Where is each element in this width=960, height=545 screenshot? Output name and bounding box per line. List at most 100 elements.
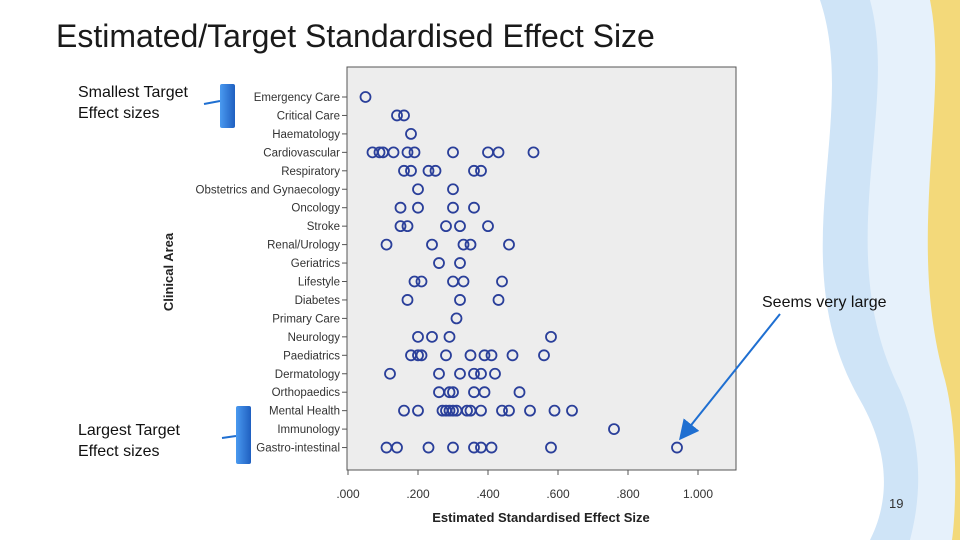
data-point (447, 386, 459, 399)
data-point (457, 238, 470, 251)
data-point (408, 146, 421, 159)
data-point (394, 201, 407, 214)
y-tick-label: Stroke (307, 221, 340, 233)
y-tick-label: Geriatrics (291, 258, 340, 270)
chart-panel: Estimated Standardised Effect Size Clini… (145, 62, 743, 540)
y-tick-label: Mental Health (269, 406, 340, 418)
data-point (443, 386, 456, 399)
data-point (506, 349, 519, 362)
callout-large-outlier: Seems very large (762, 294, 887, 311)
y-tick-label: Primary Care (272, 313, 340, 325)
x-tick-label: .400 (476, 487, 500, 501)
data-point (454, 257, 466, 269)
x-tick-label: 1.000 (683, 487, 713, 501)
y-axis-categories: Emergency Care Critical Care Haematology Ca… (196, 92, 347, 455)
data-point (485, 441, 498, 454)
data-point (485, 349, 498, 362)
y-tick-label: Critical Care (277, 110, 340, 122)
data-point (401, 146, 414, 159)
data-point (464, 238, 477, 251)
data-point (457, 275, 470, 288)
data-point (492, 146, 505, 159)
data-point (394, 220, 407, 233)
data-point (415, 275, 428, 288)
data-point (401, 220, 414, 233)
data-point (671, 441, 683, 454)
data-point (429, 164, 442, 177)
y-tick-label: Cardiovascular (263, 147, 340, 159)
data-point (380, 238, 393, 251)
data-point (503, 404, 515, 417)
x-axis-ticks: .000 .200 .400 .600 .800 1.000 (336, 470, 713, 501)
data-point (475, 404, 487, 417)
y-tick-label: Haematology (272, 129, 340, 141)
y-tick-label: Neurology (288, 332, 341, 344)
y-tick-label: Gastro-intestinal (256, 443, 340, 455)
data-point (548, 404, 561, 417)
data-point (447, 183, 459, 196)
data-point (433, 367, 445, 380)
data-point (359, 91, 372, 103)
data-point (468, 441, 480, 454)
data-point (401, 294, 414, 306)
y-tick-label: Immunology (277, 424, 340, 436)
data-point (422, 164, 435, 177)
slide-title: Estimated/Target Standardised Effect Siz… (56, 18, 655, 54)
data-point (454, 294, 466, 306)
x-axis-label: Estimated Standardised Effect Size (432, 510, 649, 525)
data-point (468, 201, 480, 214)
data-point (398, 164, 410, 177)
x-tick-label: .600 (546, 487, 570, 501)
data-point (415, 349, 428, 362)
y-tick-label: Lifestyle (298, 277, 340, 289)
data-point (608, 423, 620, 436)
data-point (447, 441, 459, 454)
y-tick-label: Dermatology (275, 369, 340, 381)
y-tick-label: Renal/Urology (267, 240, 340, 252)
data-point (566, 404, 578, 417)
data-point (440, 349, 452, 362)
data-point (426, 238, 438, 251)
data-point (426, 330, 438, 343)
data-point (440, 220, 452, 233)
data-point (412, 404, 424, 417)
data-point (398, 109, 410, 122)
y-tick-label: Emergency Care (254, 92, 340, 104)
data-point (447, 201, 459, 214)
data-point (422, 441, 435, 454)
data-point (412, 201, 424, 214)
data-point (496, 404, 508, 417)
data-point (482, 220, 494, 233)
data-point (447, 146, 459, 159)
data-point (398, 404, 410, 417)
data-point (384, 367, 396, 380)
y-tick-label: Respiratory (281, 166, 340, 178)
data-point (387, 146, 400, 159)
data-point (412, 349, 424, 362)
data-point (405, 164, 417, 177)
data-point (492, 294, 505, 306)
page-number: 19 (889, 496, 904, 511)
x-tick-label: .000 (336, 487, 360, 501)
data-point (478, 386, 491, 399)
data-point (408, 275, 421, 288)
plot-area (346, 66, 737, 471)
callout-smallest-line1: Smallest Target (78, 84, 188, 101)
data-point (447, 404, 459, 417)
x-tick-label: .200 (406, 487, 430, 501)
data-point (454, 220, 466, 233)
data-point (527, 146, 540, 159)
data-point (461, 404, 473, 417)
y-tick-label: Diabetes (295, 295, 341, 307)
data-point (468, 164, 480, 177)
data-point (391, 441, 403, 454)
y-tick-label: Oncology (291, 203, 340, 215)
data-point (405, 128, 417, 140)
data-point (478, 349, 491, 362)
data-point (450, 312, 463, 325)
callout-largest-line1: Largest Target (78, 422, 180, 439)
data-point (373, 146, 386, 159)
data-point (464, 349, 477, 362)
data-point (468, 367, 480, 380)
